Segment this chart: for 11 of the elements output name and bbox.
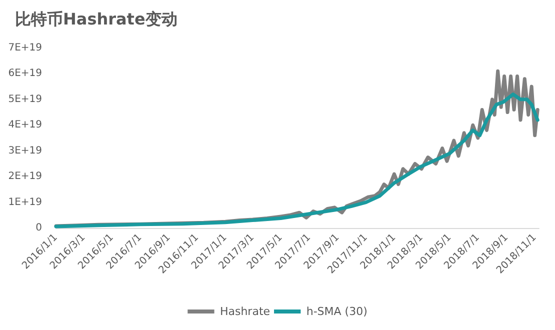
y-tick-label: 4E+19 xyxy=(8,120,42,131)
y-tick-label: 0 xyxy=(36,222,42,234)
y-tick-label: 3E+19 xyxy=(8,145,42,156)
legend-label: Hashrate xyxy=(220,305,270,318)
legend-label: h-SMA (30) xyxy=(306,305,368,318)
y-tick-label: 6E+19 xyxy=(8,68,42,80)
y-tick-label: 5E+19 xyxy=(8,94,42,105)
y-tick-label: 1E+19 xyxy=(8,196,42,208)
y-tick-label: 2E+19 xyxy=(8,171,42,182)
y-tick-label: 7E+19 xyxy=(8,42,42,54)
chart-title: 比特币Hashrate变动 xyxy=(15,10,178,28)
